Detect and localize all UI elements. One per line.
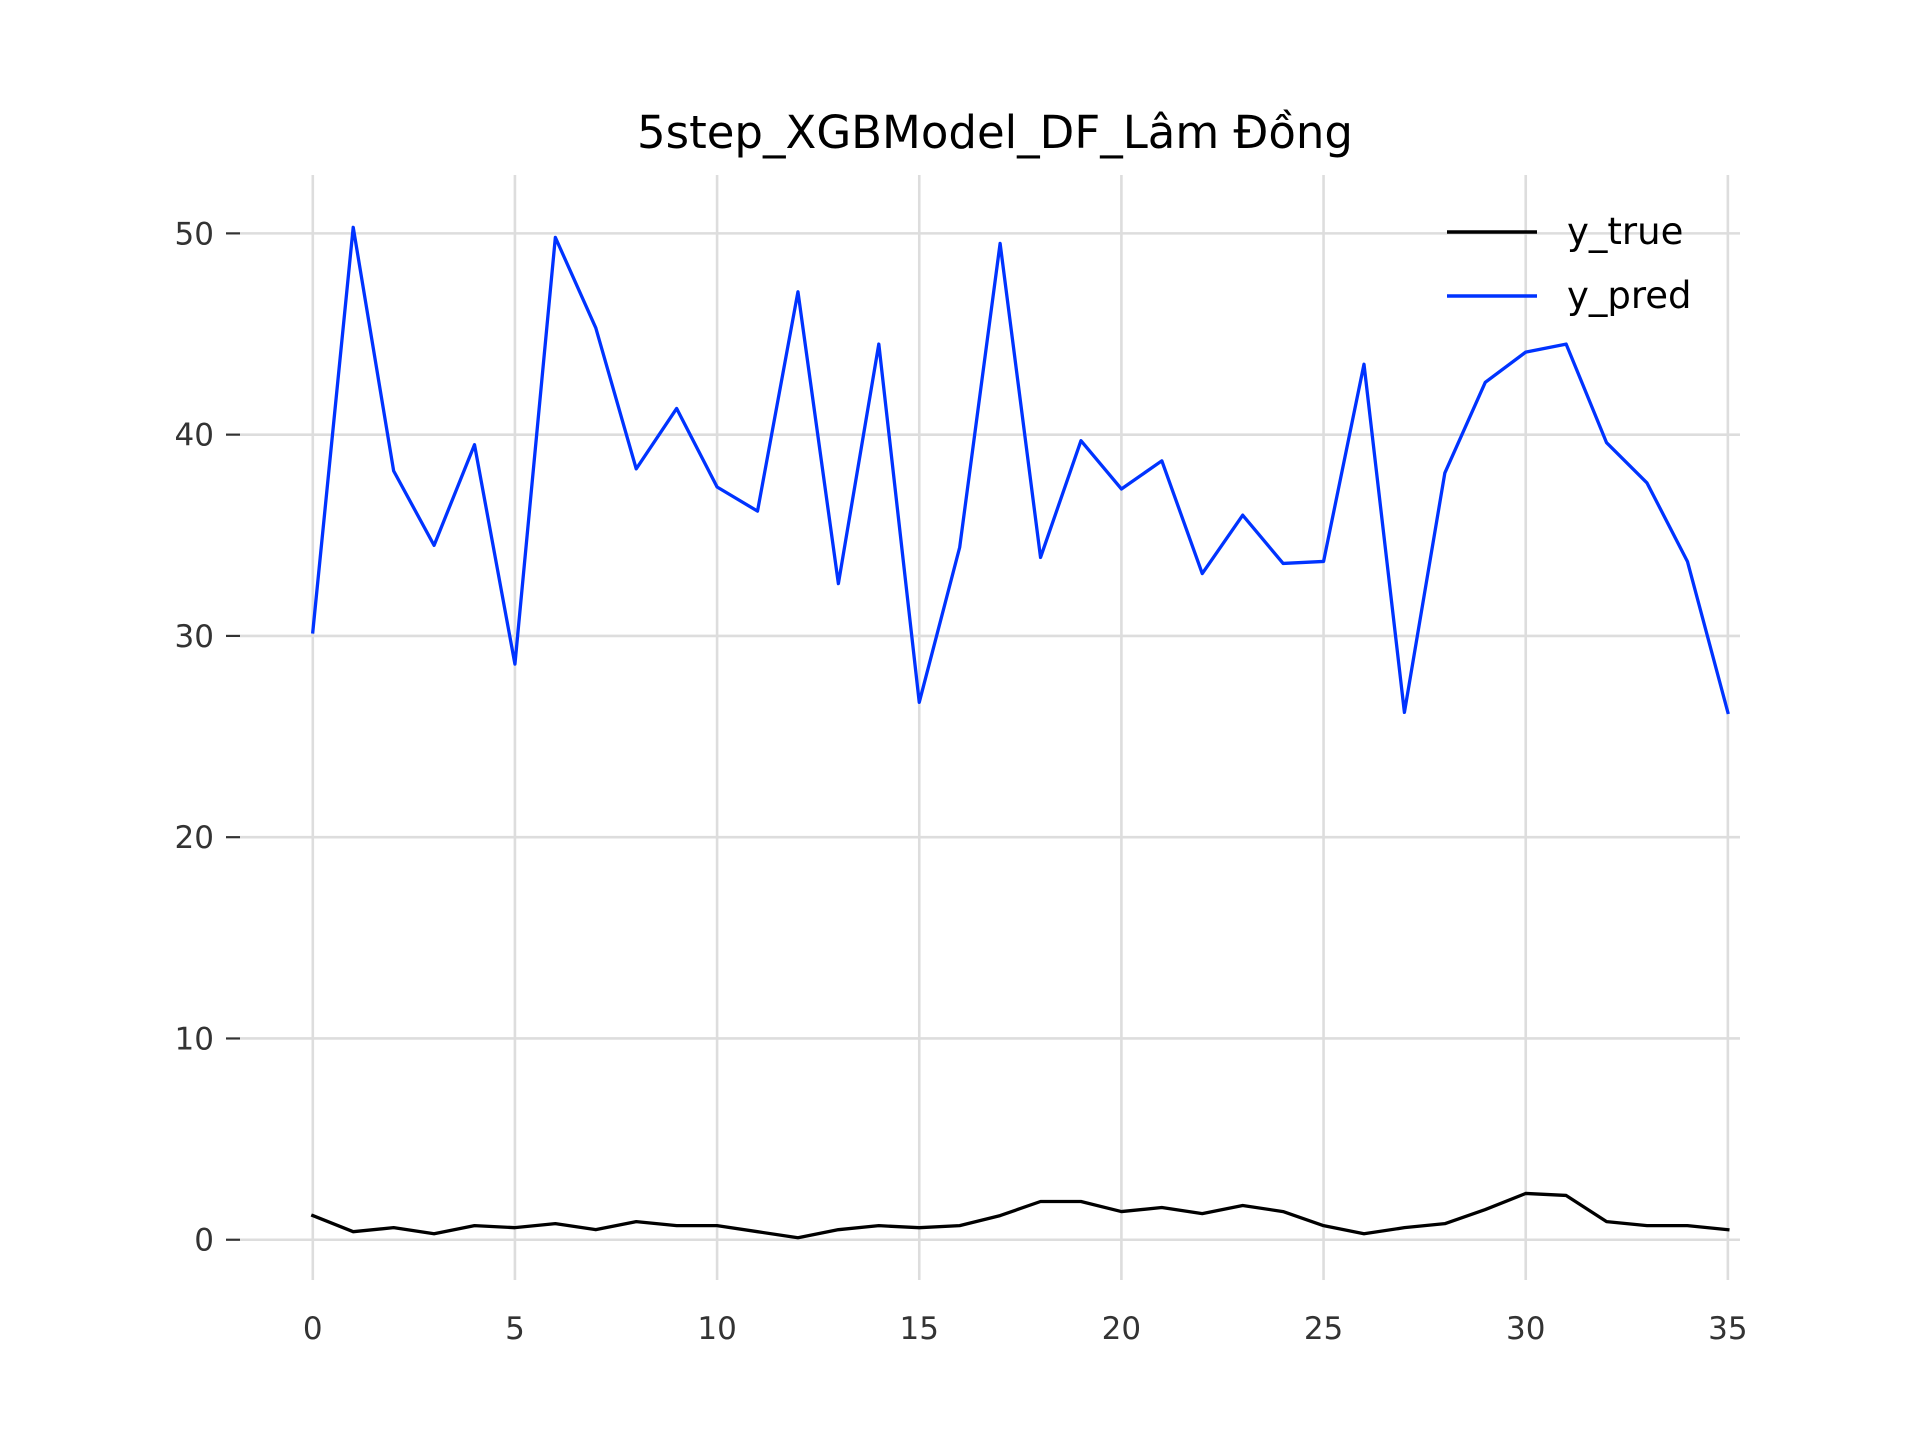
grid — [240, 175, 1740, 1280]
y-tick-label-40: 40 — [175, 418, 214, 454]
axes: 0 5 10 15 20 25 30 35 0 10 20 30 40 50 — [175, 216, 1748, 1347]
x-tick-label-10: 10 — [697, 1311, 736, 1347]
legend: y_true y_pred — [1447, 210, 1692, 317]
x-tick-label-35: 35 — [1708, 1311, 1747, 1347]
series-line-y-pred — [310, 225, 1730, 715]
x-tick-label-25: 25 — [1304, 1311, 1343, 1347]
chart-title: 5step_XGBModel_DF_Lâm Đồng — [637, 106, 1353, 159]
x-tick-label-20: 20 — [1102, 1311, 1141, 1347]
x-tick-label-30: 30 — [1506, 1311, 1545, 1347]
y-tick-label-20: 20 — [175, 820, 214, 856]
x-tick-label-5: 5 — [505, 1311, 525, 1347]
series-line-y-true — [310, 1191, 1730, 1240]
legend-label-y-pred: y_pred — [1567, 274, 1692, 317]
y-tick-label-30: 30 — [175, 619, 214, 655]
x-tick-label-15: 15 — [900, 1311, 939, 1347]
y-tick-label-50: 50 — [175, 216, 214, 252]
series-lines — [310, 225, 1730, 1240]
x-tick-label-0: 0 — [303, 1311, 323, 1347]
y-tick-label-0: 0 — [194, 1223, 214, 1259]
y-tick-label-10: 10 — [175, 1021, 214, 1057]
legend-label-y-true: y_true — [1567, 210, 1683, 253]
